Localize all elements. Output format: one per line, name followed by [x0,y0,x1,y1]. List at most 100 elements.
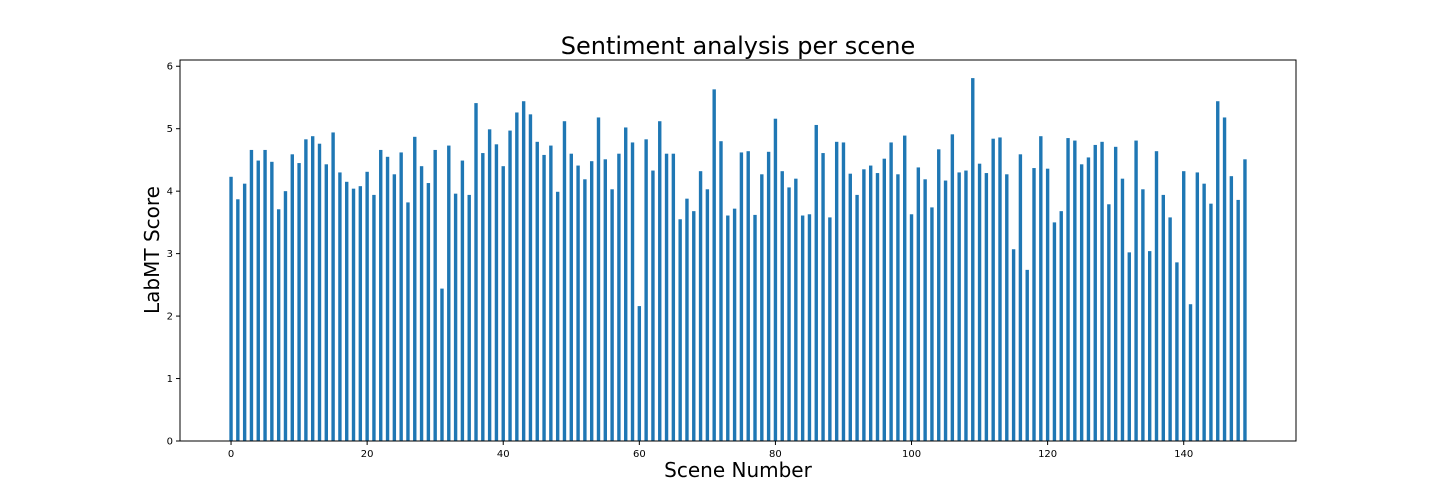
x-tick-label: 40 [497,449,510,460]
bar-scene-38 [487,129,492,441]
bar-scene-149 [1243,159,1247,441]
bar-scene-60 [637,306,642,441]
bar-scene-145 [1216,101,1220,441]
bar-scene-123 [1066,138,1070,441]
bar-scene-137 [1161,194,1165,441]
bar-scene-31 [440,288,444,441]
bar-scene-93 [862,169,866,442]
bar-scene-35 [467,194,471,441]
bar-scene-117 [1025,269,1029,441]
bar-scene-133 [1134,140,1138,441]
bar-scene-132 [1127,252,1131,441]
bar-scene-43 [521,101,526,441]
bar-scene-16 [338,172,342,441]
bar-scene-76 [746,151,750,441]
bar-scene-50 [569,153,573,441]
bar-scene-44 [528,114,533,441]
bar-scene-106 [950,134,955,441]
bar-scene-77 [753,214,757,441]
bar-scene-70 [705,189,710,441]
bar-scene-7 [276,209,281,441]
x-tick-label: 120 [1038,449,1057,460]
bar-scene-96 [882,158,886,441]
bar-scene-12 [310,136,315,441]
bar-scene-131 [1120,178,1125,442]
bar-scene-115 [1011,249,1016,441]
bar-scene-122 [1059,211,1063,441]
x-tick-label: 100 [902,449,921,460]
bar-scene-9 [290,154,294,441]
bar-scene-32 [447,145,451,441]
bar-scene-10 [297,163,301,441]
bar-scene-41 [508,130,512,441]
bar-scene-15 [331,132,335,441]
bar-scene-99 [903,135,907,441]
bar-scene-47 [549,145,553,441]
bar-scene-42 [515,112,519,441]
bar-scene-85 [807,214,812,441]
bar-scene-53 [589,161,594,441]
bar-scene-90 [841,142,846,441]
bar-scene-91 [848,173,852,441]
bar-scene-30 [433,149,437,441]
bar-scene-78 [760,174,764,442]
bar-scene-125 [1079,164,1084,441]
bar-scene-94 [868,165,873,441]
bar-scene-121 [1052,222,1057,441]
y-tick-label: 3 [167,249,173,260]
bar-scene-98 [896,174,900,442]
bar-scene-65 [671,153,676,441]
bar-scene-118 [1032,168,1036,442]
bar-scene-72 [719,141,723,441]
y-tick-label: 0 [167,437,173,448]
bar-scene-11 [304,139,308,441]
bar-scene-95 [875,173,880,442]
bar-scene-45 [535,141,539,441]
bar-scene-102 [923,179,927,442]
bar-scene-86 [814,124,818,442]
chart-title: Sentiment analysis per scene [561,32,915,60]
bar-scene-104 [937,149,941,441]
bar-scene-52 [583,179,587,442]
bar-scene-142 [1195,172,1200,441]
bar-scene-23 [385,156,390,441]
bar-scene-82 [787,187,791,441]
bar-scene-36 [474,103,478,441]
bar-scene-140 [1182,171,1186,441]
bar-scene-141 [1188,304,1193,441]
bar-scene-19 [358,186,363,441]
bar-scene-134 [1141,189,1145,441]
bar-scene-119 [1039,136,1043,441]
bar-scene-144 [1209,203,1213,441]
bar-scene-73 [726,215,730,441]
bar-scene-120 [1045,168,1050,441]
bar-scene-109 [971,78,975,442]
bar-scene-100 [909,214,914,441]
bar-scene-124 [1073,140,1077,441]
x-axis-label: Scene Number [664,458,812,482]
bar-scene-18 [351,188,356,441]
bar-scene-147 [1229,176,1234,442]
bar-scene-80 [773,118,778,442]
bar-scene-3 [249,149,254,441]
bar-scene-34 [460,160,465,441]
x-tick-label: 80 [769,449,782,460]
bar-scene-2 [242,183,247,442]
bar-scene-6 [270,161,274,441]
y-axis-label: LabMT Score [140,186,164,314]
bar-scene-79 [766,151,771,441]
bars-group [229,78,1247,442]
bar-scene-1 [236,199,240,441]
bar-scene-56 [610,189,614,441]
bar-scene-92 [855,194,859,441]
bar-scene-113 [998,137,1002,441]
x-axis-ticks: 0 20 40 60 80 100 120 140 [228,441,1193,460]
bar-scene-114 [1005,174,1009,442]
bar-scene-54 [596,117,601,442]
plot-frame [179,59,1297,442]
bar-scene-61 [644,139,648,441]
bar-scene-4 [256,160,260,441]
bar-scene-87 [821,153,825,441]
bar-scene-138 [1168,217,1172,441]
bar-scene-105 [943,180,948,442]
